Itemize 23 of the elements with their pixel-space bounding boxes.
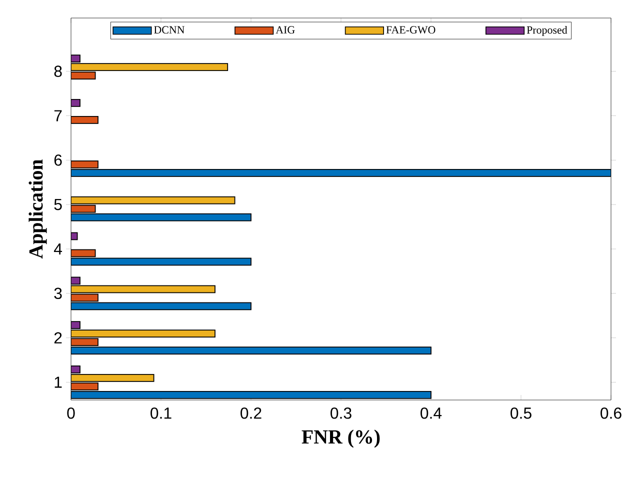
y-tick-label: 6 (54, 154, 62, 166)
y-tick-label: 7 (54, 110, 62, 122)
x-axis-title: FNR (%) (302, 430, 380, 448)
x-tick-label: 0 (67, 408, 75, 419)
bar (71, 258, 252, 266)
y-tick-label: 5 (54, 198, 62, 210)
bar (71, 249, 96, 258)
y-tick-label: 3 (54, 288, 62, 300)
x-tick-label: 0.5 (510, 408, 532, 419)
y-tick-label: 1 (54, 376, 62, 388)
y-tick-label: 8 (54, 66, 62, 77)
y-axis-title: Application (28, 159, 47, 259)
x-tick-label: 0.6 (600, 408, 622, 419)
x-tick-label: 0.3 (330, 408, 352, 419)
x-tick-label: 0.4 (420, 408, 442, 419)
legend-label: Proposed (526, 26, 568, 36)
legend-label: FAE-GWO (386, 26, 436, 34)
legend-label: AIG (276, 26, 295, 34)
legend-label: DCNN (154, 26, 184, 34)
x-tick-label: 0.1 (150, 408, 172, 419)
y-tick-label: 2 (54, 332, 62, 344)
x-tick-label: 0.2 (240, 408, 262, 419)
y-tick-label: 4 (54, 243, 62, 254)
